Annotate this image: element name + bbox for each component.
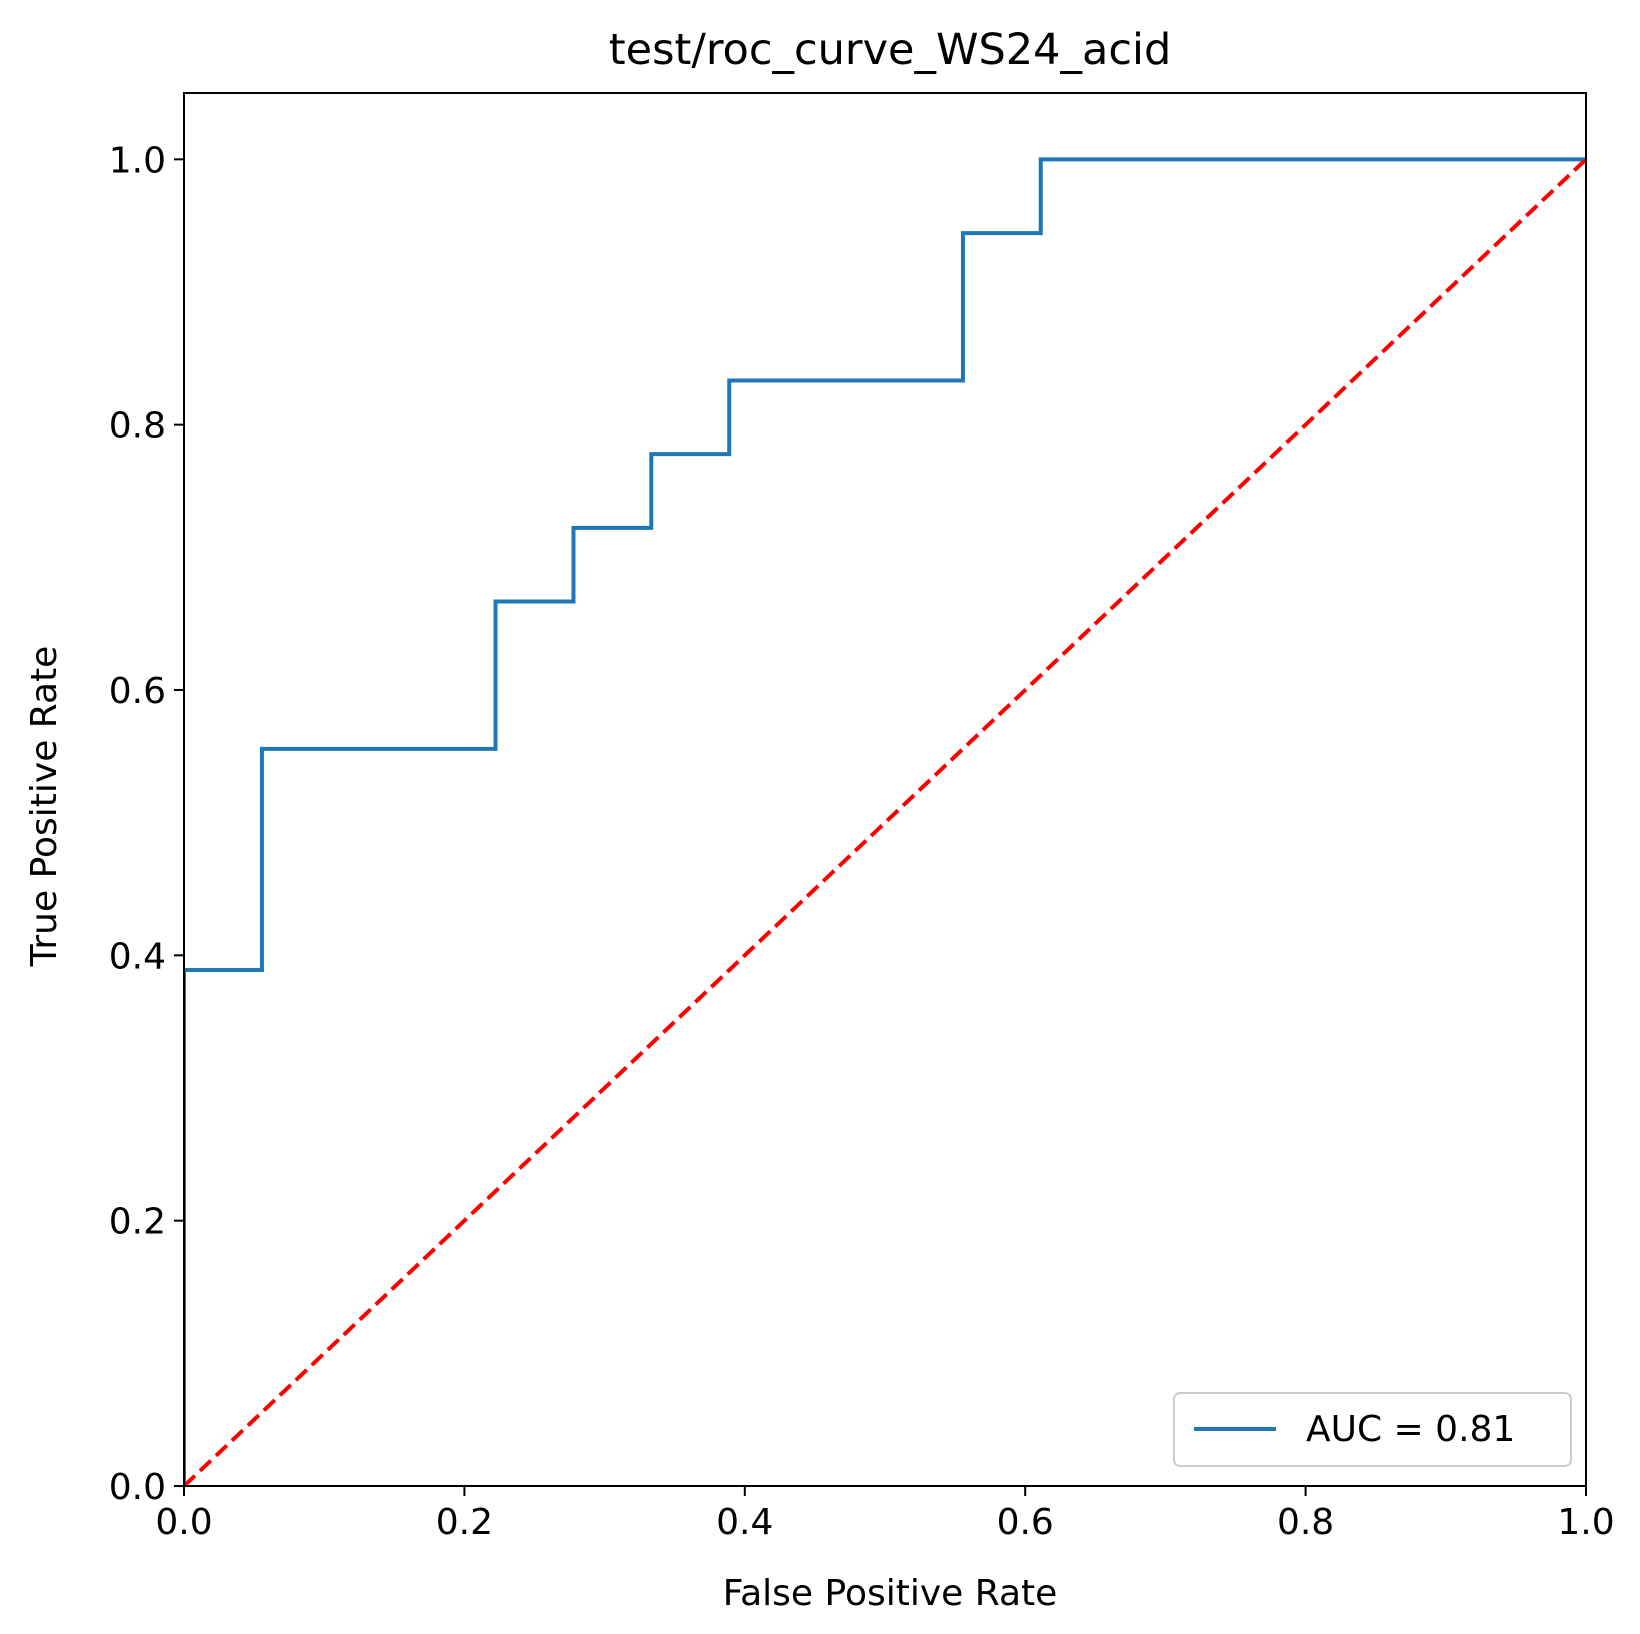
roc-curve-line (184, 157, 1586, 1486)
y-axis-label: True Positive Rate (24, 646, 65, 968)
chart-title: test/roc_curve_WS24_acid (609, 25, 1172, 75)
x-axis-label: False Positive Rate (723, 1573, 1058, 1614)
chance-diagonal-line (184, 157, 1586, 1486)
x-tick-label: 0.2 (436, 1502, 493, 1543)
x-tick-label: 0.4 (716, 1502, 773, 1543)
x-tick-label: 0.0 (155, 1502, 212, 1543)
y-tick-label: 0.8 (109, 406, 166, 447)
x-tick-label: 0.6 (997, 1502, 1054, 1543)
y-tick-label: 0.4 (109, 936, 166, 977)
x-tick-label: 1.0 (1557, 1502, 1614, 1543)
x-tick-label: 0.8 (1277, 1502, 1334, 1543)
y-tick-label: 0.6 (109, 671, 166, 712)
plot-frame (183, 92, 1587, 1487)
legend-box (1173, 1392, 1572, 1467)
legend: AUC = 0.81 (1173, 1392, 1572, 1467)
y-tick-label: 0.0 (109, 1467, 166, 1508)
y-tick-label: 0.2 (109, 1202, 166, 1243)
y-tick-label: 1.0 (109, 140, 166, 181)
legend-entry-auc: AUC = 0.81 (1306, 1409, 1515, 1450)
axes: 0.0 0.2 0.4 0.6 0.8 1.0 0.0 0.2 0.4 0.6 0.8 1.0 (109, 92, 1615, 1543)
plot-area (184, 157, 1586, 1486)
